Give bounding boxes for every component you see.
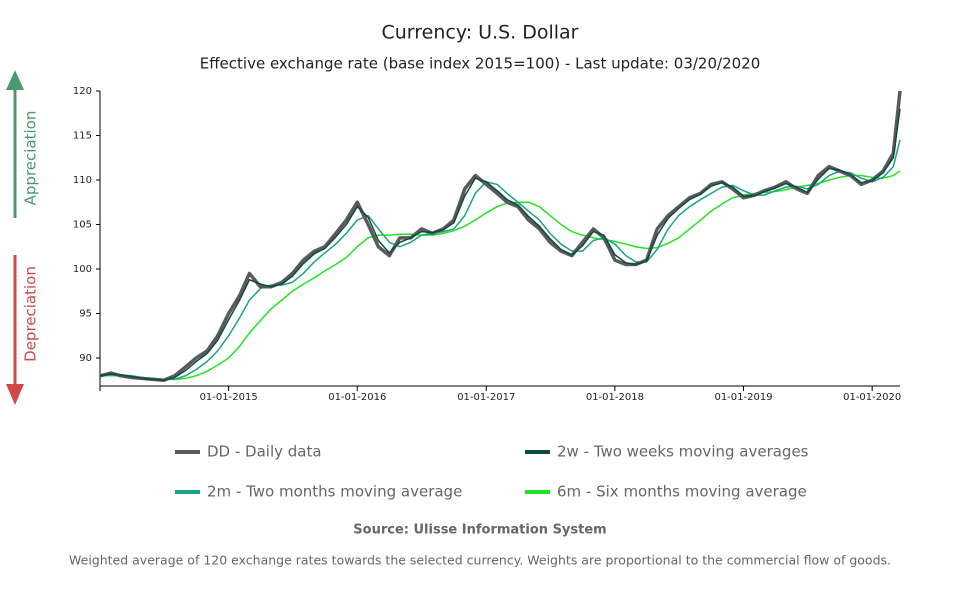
y-tick-label: 100 xyxy=(73,264,92,275)
y-tick-label: 105 xyxy=(73,219,92,230)
appreciation-label: Appreciation xyxy=(22,111,40,206)
x-tick-label: 01-01-2019 xyxy=(714,392,772,403)
x-tick-label: 01-01-2017 xyxy=(457,392,515,403)
chart-subtitle: Effective exchange rate (base index 2015… xyxy=(200,55,761,73)
chart-title: Currency: U.S. Dollar xyxy=(381,22,578,44)
y-tick-label: 115 xyxy=(73,130,92,141)
y-tick-label: 90 xyxy=(79,353,92,364)
legend-label: DD - Daily data xyxy=(207,443,322,461)
series-line xyxy=(100,170,901,381)
x-tick-label: 01-01-2016 xyxy=(328,392,386,403)
y-tick-label: 110 xyxy=(73,175,92,186)
depreciation-arrow xyxy=(6,255,24,405)
legend-label: 2w - Two weeks moving averages xyxy=(557,443,809,461)
series-line xyxy=(99,108,901,381)
x-tick-label: 01-01-2018 xyxy=(586,392,644,403)
series-line xyxy=(99,90,902,382)
series-line xyxy=(99,139,901,381)
x-tick-label: 01-01-2015 xyxy=(200,392,258,403)
y-tick-label: 120 xyxy=(73,86,92,97)
source: Source: Ulisse Information System xyxy=(353,523,606,538)
x-tick-label: 01-01-2020 xyxy=(843,392,901,403)
footnote: Weighted average of 120 exchange rates t… xyxy=(69,553,891,568)
y-tick-label: 95 xyxy=(79,308,92,319)
appreciation-arrow xyxy=(6,70,24,218)
legend-label: 2m - Two months moving average xyxy=(207,483,462,501)
legend-label: 6m - Six months moving average xyxy=(557,483,807,501)
depreciation-label: Depreciation xyxy=(22,266,40,362)
